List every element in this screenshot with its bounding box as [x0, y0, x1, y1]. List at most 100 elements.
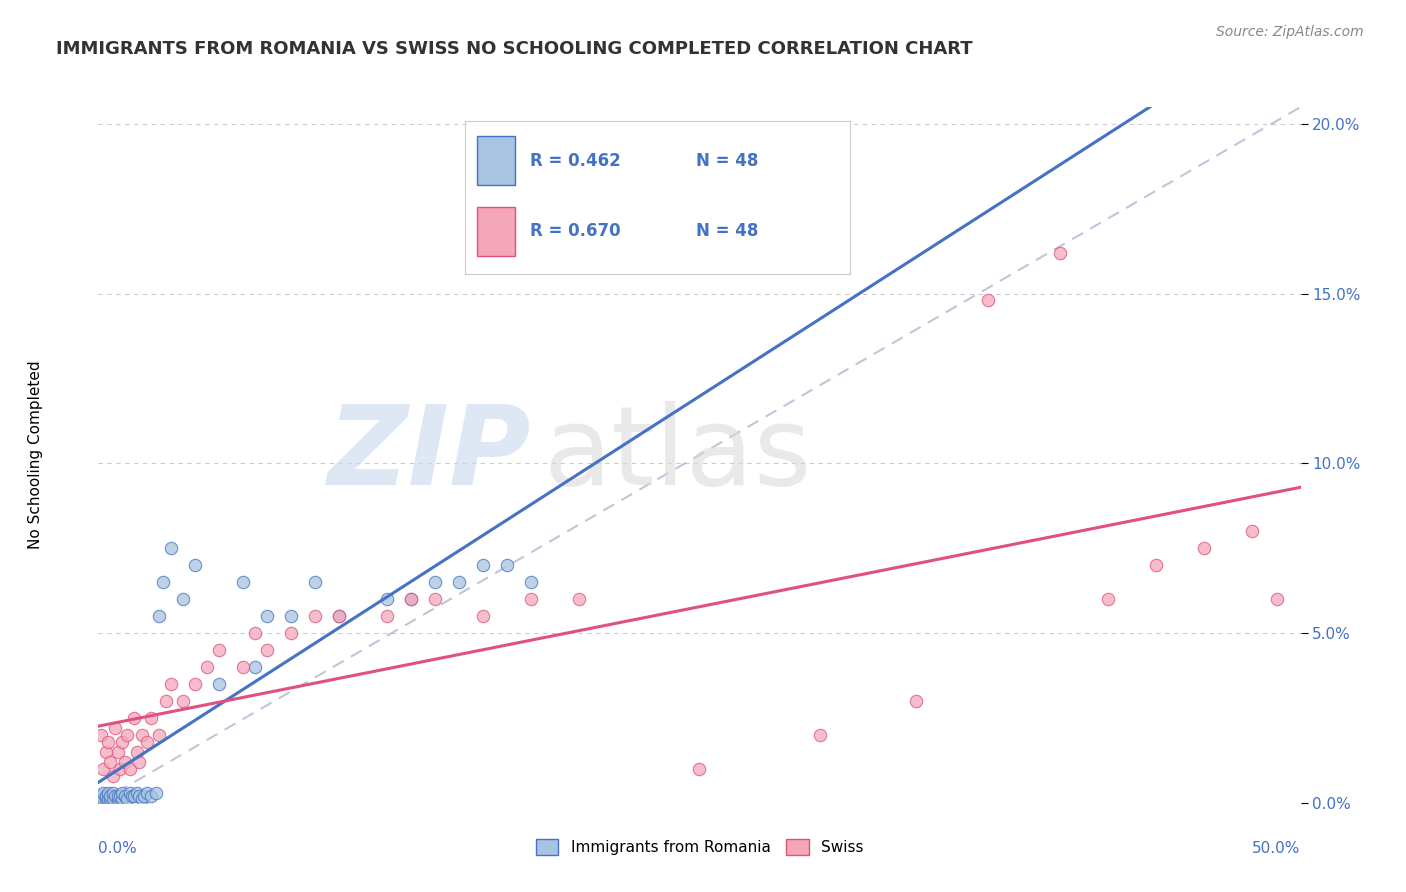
- Point: [689, 762, 711, 776]
- Point: [118, 762, 141, 776]
- Point: [108, 762, 131, 776]
- Point: [108, 789, 131, 803]
- Point: [111, 792, 134, 806]
- Point: [399, 592, 422, 607]
- Point: [128, 755, 150, 769]
- Point: [1097, 592, 1119, 607]
- Point: [128, 789, 150, 803]
- Point: [145, 786, 167, 800]
- Point: [135, 786, 157, 800]
- Point: [132, 789, 155, 803]
- Text: atlas: atlas: [543, 401, 811, 508]
- Point: [520, 575, 543, 590]
- Point: [472, 558, 495, 573]
- Point: [121, 789, 143, 803]
- Point: [280, 626, 302, 640]
- Text: No Schooling Completed: No Schooling Completed: [28, 360, 44, 549]
- Point: [1144, 558, 1167, 573]
- Point: [107, 792, 129, 806]
- Point: [107, 745, 129, 759]
- Point: [114, 755, 136, 769]
- Point: [125, 786, 148, 800]
- Point: [243, 660, 266, 674]
- Point: [568, 592, 591, 607]
- Point: [91, 762, 114, 776]
- Point: [159, 541, 181, 556]
- Point: [375, 609, 398, 624]
- Point: [328, 609, 350, 624]
- Point: [94, 745, 117, 759]
- Point: [135, 735, 157, 749]
- Point: [232, 660, 254, 674]
- Point: [124, 711, 146, 725]
- Point: [977, 293, 1000, 308]
- Point: [131, 792, 153, 806]
- Point: [1265, 592, 1288, 607]
- Point: [208, 643, 231, 657]
- Point: [90, 728, 112, 742]
- Point: [94, 792, 117, 806]
- Point: [328, 609, 350, 624]
- Point: [94, 789, 117, 803]
- Point: [172, 592, 194, 607]
- Point: [101, 786, 124, 800]
- Point: [423, 592, 446, 607]
- Point: [117, 728, 139, 742]
- Text: IMMIGRANTS FROM ROMANIA VS SWISS NO SCHOOLING COMPLETED CORRELATION CHART: IMMIGRANTS FROM ROMANIA VS SWISS NO SCHO…: [56, 40, 973, 58]
- Point: [118, 786, 141, 800]
- Point: [399, 592, 422, 607]
- Point: [152, 575, 174, 590]
- Point: [101, 792, 124, 806]
- Point: [100, 755, 122, 769]
- Point: [97, 786, 120, 800]
- Text: Source: ZipAtlas.com: Source: ZipAtlas.com: [1216, 25, 1364, 39]
- Point: [183, 677, 205, 691]
- Point: [100, 789, 122, 803]
- Point: [97, 735, 120, 749]
- Point: [183, 558, 205, 573]
- Point: [256, 609, 278, 624]
- Point: [1049, 246, 1071, 260]
- Point: [280, 609, 302, 624]
- Point: [91, 792, 114, 806]
- Point: [125, 745, 148, 759]
- Point: [904, 694, 927, 708]
- Point: [304, 609, 326, 624]
- Text: 50.0%: 50.0%: [1253, 841, 1301, 856]
- Point: [375, 592, 398, 607]
- Point: [520, 592, 543, 607]
- Point: [111, 735, 134, 749]
- Text: ZIP: ZIP: [328, 401, 531, 508]
- Point: [155, 694, 177, 708]
- Point: [141, 711, 163, 725]
- Point: [148, 728, 170, 742]
- Point: [141, 789, 163, 803]
- Point: [232, 575, 254, 590]
- Point: [208, 677, 231, 691]
- Point: [472, 609, 495, 624]
- Point: [104, 789, 127, 803]
- Point: [131, 728, 153, 742]
- Point: [159, 677, 181, 691]
- Point: [117, 792, 139, 806]
- Point: [243, 626, 266, 640]
- Text: 0.0%: 0.0%: [98, 841, 138, 856]
- Point: [97, 792, 120, 806]
- Point: [91, 786, 114, 800]
- Point: [104, 721, 127, 735]
- Point: [423, 575, 446, 590]
- Point: [111, 786, 134, 800]
- Point: [195, 660, 218, 674]
- Point: [107, 789, 129, 803]
- Point: [808, 728, 831, 742]
- Point: [114, 789, 136, 803]
- Point: [172, 694, 194, 708]
- Point: [304, 575, 326, 590]
- Point: [496, 558, 519, 573]
- Point: [90, 789, 112, 803]
- Point: [1194, 541, 1216, 556]
- Point: [100, 792, 122, 806]
- Legend: Immigrants from Romania, Swiss: Immigrants from Romania, Swiss: [530, 833, 869, 862]
- Point: [1241, 524, 1264, 539]
- Point: [124, 789, 146, 803]
